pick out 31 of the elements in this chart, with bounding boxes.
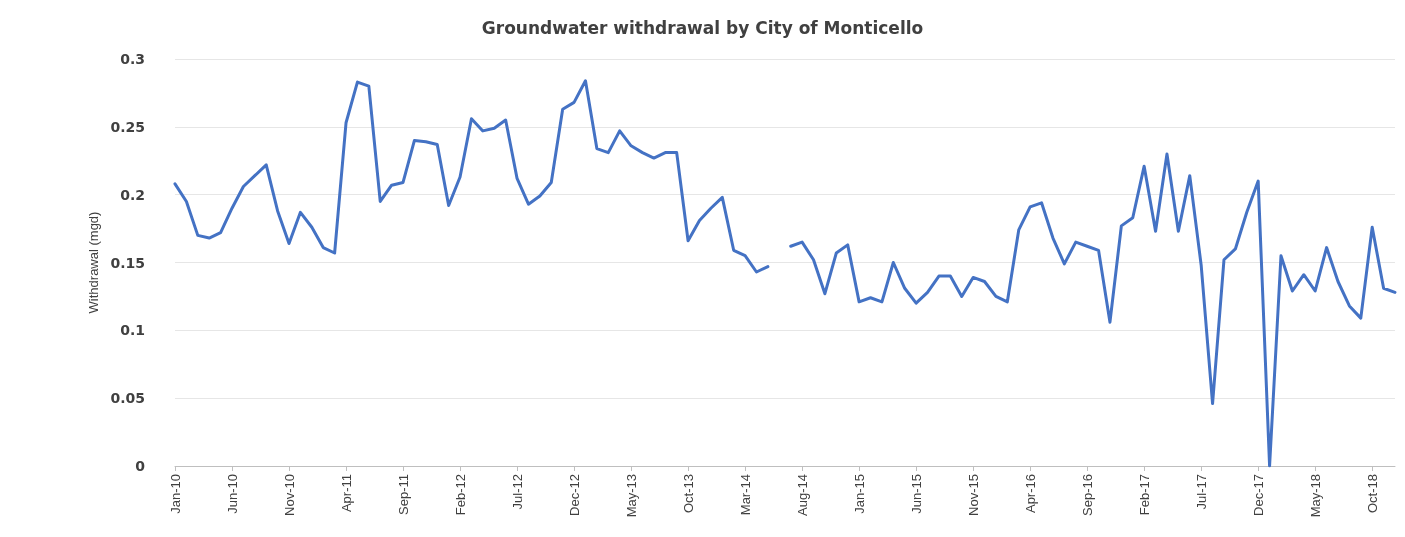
x-tick-label: Jun-15 [908, 474, 924, 514]
x-tick-label: Aug-14 [794, 474, 810, 516]
x-tick-label: Oct-18 [1364, 474, 1380, 514]
x-tick-label: Apr-11 [338, 474, 354, 513]
y-tick-label: 0.3 [120, 51, 145, 67]
x-tick-label: Dec-12 [566, 474, 582, 516]
y-tick-label: 0.05 [110, 390, 145, 407]
y-tick-label: 0.15 [110, 254, 145, 271]
x-tick-label: Feb-12 [452, 474, 468, 516]
x-tick-label: Jul-17 [1193, 474, 1209, 510]
y-axis-title: Withdrawal (mgd) [85, 211, 101, 314]
x-tick-label: Oct-13 [680, 474, 696, 514]
x-tick-label: Jan-10 [167, 474, 183, 514]
x-tick-label: Jun-10 [224, 474, 240, 514]
x-tick-label: Nov-15 [965, 474, 981, 516]
chart-title: Groundwater withdrawal by City of Monticello [481, 17, 924, 38]
x-tick-label: Apr-16 [1022, 474, 1038, 514]
x-tick-label: Nov-10 [281, 474, 297, 516]
y-tick-label: 0.25 [110, 118, 145, 135]
y-tick-label: 0.1 [120, 322, 145, 339]
x-tick-label: Mar-14 [737, 474, 753, 516]
x-tick-label: Sep-16 [1079, 474, 1095, 516]
y-tick-label: 0.2 [120, 186, 145, 203]
x-tick-label: Dec-17 [1250, 474, 1266, 516]
x-tick-label: May-13 [623, 474, 639, 518]
x-tick-label: Jul-12 [509, 474, 525, 510]
x-tick-label: Feb-17 [1136, 474, 1152, 516]
x-tick-label: May-18 [1307, 474, 1323, 518]
y-tick-label: 0 [135, 458, 146, 474]
x-tick-label: Jan-15 [851, 474, 867, 514]
x-tick-label: Sep-11 [395, 474, 411, 515]
